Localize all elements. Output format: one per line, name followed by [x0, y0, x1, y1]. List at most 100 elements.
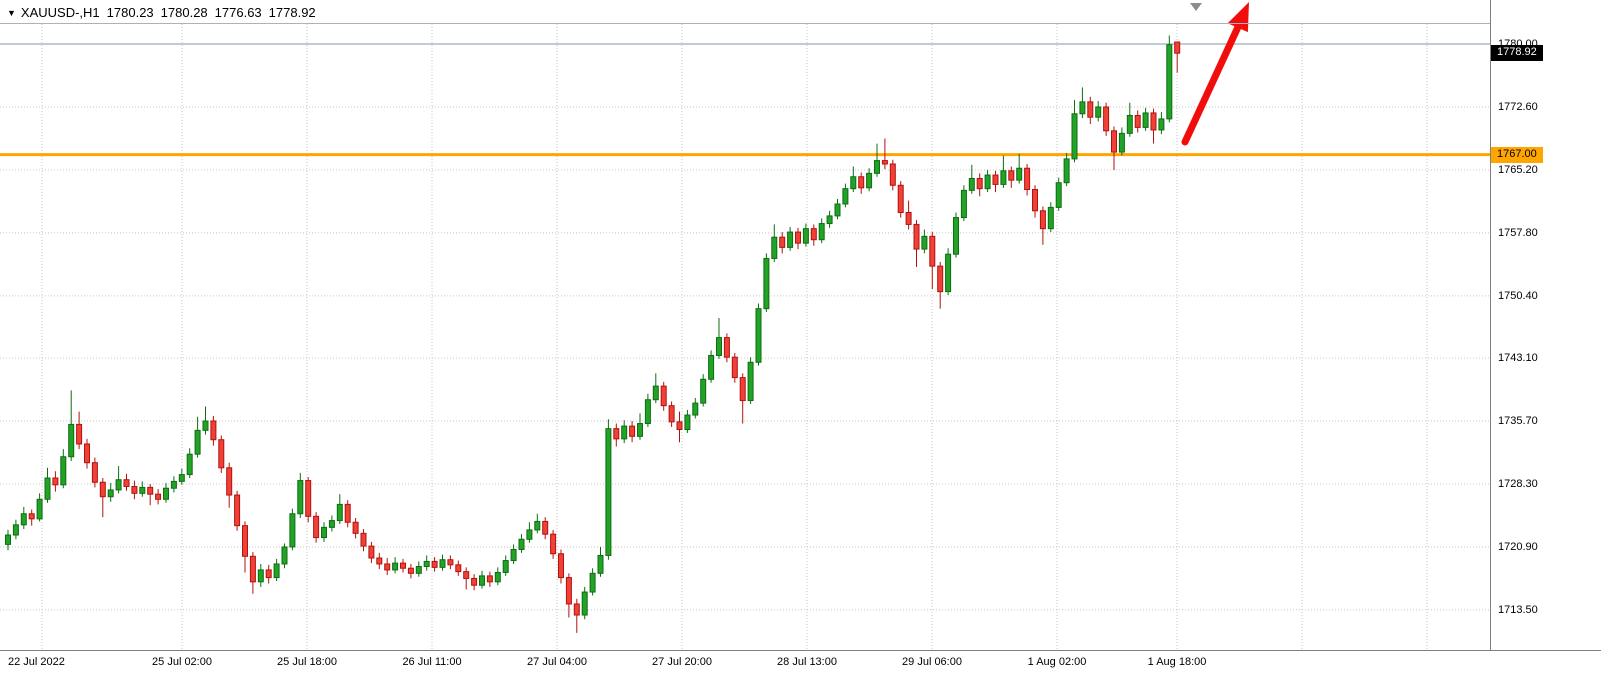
time-tick-label: 25 Jul 18:00	[277, 656, 337, 668]
candle-body	[186, 453, 193, 476]
candle-body	[1111, 130, 1117, 153]
candle-body	[676, 421, 683, 431]
candle-body	[1103, 106, 1110, 132]
candle-body	[1024, 167, 1031, 191]
candle-body	[76, 423, 83, 445]
candle-body	[202, 420, 209, 431]
candle-body	[842, 188, 849, 205]
candle-body	[131, 486, 138, 494]
candle-body	[289, 513, 296, 548]
candle-body	[897, 184, 904, 213]
candle-body	[542, 520, 549, 535]
price-tick-label: 1735.70	[1498, 414, 1538, 427]
candle-body	[731, 356, 738, 379]
candle-body	[297, 480, 304, 515]
candle-body	[889, 163, 896, 186]
trend-arrow-shaft[interactable]	[1181, 23, 1242, 146]
candle-body	[439, 559, 446, 568]
candle-body	[834, 203, 841, 217]
candle-body	[866, 172, 873, 189]
candle-body	[91, 462, 98, 483]
candle-body	[352, 521, 359, 534]
candle-body	[486, 575, 493, 583]
candle-body	[534, 520, 541, 531]
time-tick-label: 29 Jul 06:00	[902, 656, 962, 668]
candle-body	[589, 572, 596, 593]
candle-body	[605, 428, 612, 556]
candle-body	[234, 494, 241, 527]
candlestick-chart[interactable]	[0, 0, 1490, 650]
candle-body	[905, 211, 912, 225]
candle-body	[99, 481, 106, 498]
candle-body	[28, 513, 35, 520]
quote-bar: ▼ XAUUSD-,H1 1780.23 1780.28 1776.63 1778.92	[7, 5, 316, 20]
orange-line-price-badge: 1767.00	[1491, 146, 1543, 163]
candle-body	[565, 577, 572, 605]
candle-body	[1063, 158, 1070, 184]
candle-body	[384, 563, 391, 571]
candle-body	[1150, 112, 1157, 131]
candle-body	[257, 569, 264, 583]
candle-body	[60, 456, 67, 486]
candle-body	[510, 548, 517, 562]
candle-body	[1000, 170, 1007, 185]
candle-body	[518, 538, 525, 550]
time-tick-label: 22 Jul 2022	[8, 656, 65, 668]
candle-body	[479, 575, 485, 586]
candle-body	[747, 361, 754, 402]
candle-body	[336, 503, 343, 522]
candle-body	[170, 480, 177, 489]
candle-body	[929, 235, 936, 267]
candle-body	[20, 513, 27, 526]
candle-body	[913, 223, 920, 250]
candle-body	[1095, 106, 1102, 118]
candle-body	[763, 257, 770, 310]
candle-body	[455, 564, 462, 573]
candle-body	[629, 425, 636, 437]
candle-body	[826, 215, 833, 225]
candle-body	[810, 228, 817, 241]
candle-body	[1032, 189, 1038, 212]
candle-body	[344, 503, 351, 523]
candle-body	[708, 354, 715, 380]
candle-body	[613, 428, 620, 440]
time-tick-label: 27 Jul 20:00	[652, 656, 712, 668]
candle-body	[945, 253, 952, 293]
candle-body	[194, 429, 201, 455]
time-axis[interactable]: 22 Jul 2022 25 Jul 02:00 25 Jul 18:00 26 Ju…	[0, 650, 1601, 690]
candle-body	[526, 529, 533, 540]
candle-body	[1047, 206, 1054, 230]
candle-body	[281, 546, 288, 565]
candle-body	[968, 177, 975, 191]
candle-body	[795, 231, 801, 244]
candle-body	[376, 557, 383, 565]
price-tick-label: 1765.20	[1498, 163, 1538, 176]
candle-body	[123, 479, 130, 488]
candle-body	[218, 439, 225, 469]
quote-low: 1776.63	[214, 5, 262, 20]
trend-arrow-head[interactable]	[1227, 2, 1249, 33]
candle-body	[597, 554, 604, 574]
candle-body	[68, 423, 75, 458]
candle-body	[716, 337, 722, 356]
symbol-dropdown-icon[interactable]: ▼	[7, 8, 16, 18]
time-tick-label: 26 Jul 11:00	[402, 656, 462, 668]
candle-body	[1055, 182, 1062, 208]
candle-body	[953, 217, 959, 255]
chart-plot-area[interactable]	[0, 0, 1490, 650]
quote-close: 1778.92	[268, 5, 316, 20]
time-tick-label: 25 Jul 02:00	[152, 656, 212, 668]
top-border-line	[0, 23, 1601, 24]
candle-body	[321, 526, 327, 539]
candle-body	[84, 443, 90, 464]
candle-body	[1118, 132, 1125, 153]
candle-body	[400, 562, 406, 569]
time-tick-label: 27 Jul 04:00	[527, 656, 587, 668]
candle-body	[621, 425, 628, 440]
candle-body	[1166, 44, 1173, 120]
candle-body	[1071, 113, 1078, 160]
price-axis[interactable]: 1778.92 1767.00 1780.00 1772.60 1765.20 175…	[1490, 0, 1601, 650]
candle-body	[779, 236, 786, 248]
candle-body	[36, 498, 43, 520]
